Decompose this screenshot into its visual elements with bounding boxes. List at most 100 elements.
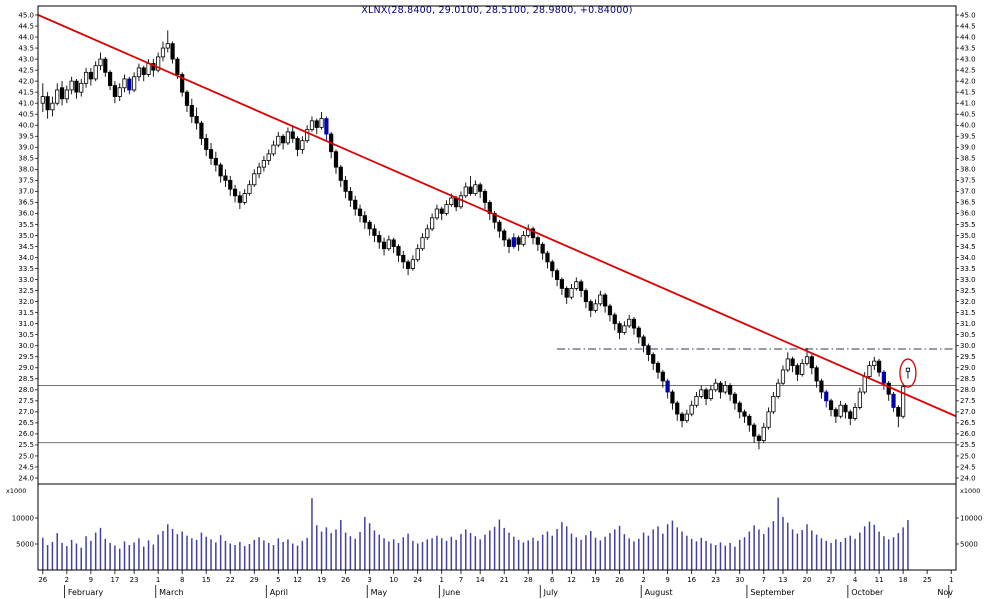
svg-text:36.5: 36.5 bbox=[18, 199, 34, 207]
svg-text:19: 19 bbox=[591, 576, 600, 584]
svg-text:26.5: 26.5 bbox=[18, 419, 34, 427]
svg-text:36.5: 36.5 bbox=[960, 199, 976, 207]
svg-text:31.0: 31.0 bbox=[960, 320, 976, 328]
svg-text:41.0: 41.0 bbox=[960, 99, 976, 107]
svg-text:27.5: 27.5 bbox=[18, 397, 34, 405]
svg-text:34.5: 34.5 bbox=[18, 243, 34, 251]
svg-text:October: October bbox=[851, 588, 884, 597]
svg-text:39.0: 39.0 bbox=[960, 144, 976, 152]
svg-text:3: 3 bbox=[367, 576, 371, 584]
chart-title: XLNX(28.8400, 29.0100, 28.5100, 28.9800,… bbox=[361, 5, 633, 16]
svg-text:25.0: 25.0 bbox=[960, 452, 976, 460]
svg-text:35.0: 35.0 bbox=[18, 232, 34, 240]
svg-text:25: 25 bbox=[923, 576, 932, 584]
svg-text:25.5: 25.5 bbox=[960, 441, 976, 449]
svg-text:29.0: 29.0 bbox=[960, 364, 976, 372]
svg-text:11: 11 bbox=[875, 576, 884, 584]
svg-text:12: 12 bbox=[293, 576, 302, 584]
svg-text:39.0: 39.0 bbox=[18, 144, 34, 152]
svg-text:30.0: 30.0 bbox=[960, 342, 976, 350]
svg-text:26.0: 26.0 bbox=[18, 430, 34, 438]
svg-text:27.0: 27.0 bbox=[18, 408, 34, 416]
svg-text:22: 22 bbox=[226, 576, 235, 584]
svg-text:40.5: 40.5 bbox=[18, 111, 34, 119]
svg-text:34.0: 34.0 bbox=[18, 254, 34, 262]
svg-text:44.5: 44.5 bbox=[18, 22, 34, 30]
svg-text:37.0: 37.0 bbox=[18, 188, 34, 196]
svg-text:32.0: 32.0 bbox=[18, 298, 34, 306]
svg-text:21: 21 bbox=[500, 576, 509, 584]
svg-text:45.0: 45.0 bbox=[18, 11, 34, 19]
svg-text:25.5: 25.5 bbox=[18, 441, 34, 449]
svg-text:June: June bbox=[442, 588, 461, 597]
svg-text:April: April bbox=[270, 588, 288, 597]
svg-text:44.0: 44.0 bbox=[960, 33, 976, 41]
svg-text:39.5: 39.5 bbox=[960, 133, 976, 141]
svg-text:40.0: 40.0 bbox=[960, 122, 976, 130]
svg-text:25.0: 25.0 bbox=[18, 452, 34, 460]
svg-text:38.0: 38.0 bbox=[960, 166, 976, 174]
svg-text:35.0: 35.0 bbox=[960, 232, 976, 240]
svg-text:28.0: 28.0 bbox=[960, 386, 976, 394]
svg-text:30.5: 30.5 bbox=[18, 331, 34, 339]
svg-text:33.0: 33.0 bbox=[18, 276, 34, 284]
svg-text:30.0: 30.0 bbox=[18, 342, 34, 350]
svg-text:28: 28 bbox=[524, 576, 533, 584]
svg-text:August: August bbox=[645, 588, 673, 597]
svg-text:30.5: 30.5 bbox=[960, 331, 976, 339]
candlesticks bbox=[40, 30, 911, 450]
svg-text:42.0: 42.0 bbox=[960, 77, 976, 85]
svg-text:2: 2 bbox=[641, 576, 645, 584]
breakout-circle-annotation bbox=[899, 358, 917, 388]
svg-text:27.5: 27.5 bbox=[960, 397, 976, 405]
downtrend-line bbox=[38, 13, 956, 418]
svg-text:15: 15 bbox=[202, 576, 211, 584]
svg-text:37.5: 37.5 bbox=[960, 177, 976, 185]
svg-text:9: 9 bbox=[665, 576, 669, 584]
svg-text:19: 19 bbox=[317, 576, 326, 584]
svg-text:32.5: 32.5 bbox=[960, 287, 976, 295]
volume-bars bbox=[42, 497, 909, 570]
svg-text:43.5: 43.5 bbox=[960, 44, 976, 52]
svg-text:1: 1 bbox=[949, 576, 953, 584]
svg-text:Nov: Nov bbox=[937, 588, 953, 597]
svg-text:2: 2 bbox=[65, 576, 69, 584]
svg-text:7: 7 bbox=[459, 576, 463, 584]
svg-text:41.5: 41.5 bbox=[960, 88, 976, 96]
svg-text:23: 23 bbox=[130, 576, 139, 584]
svg-text:28.5: 28.5 bbox=[960, 375, 976, 383]
svg-text:29.0: 29.0 bbox=[18, 364, 34, 372]
svg-text:30: 30 bbox=[735, 576, 744, 584]
svg-text:10: 10 bbox=[389, 576, 398, 584]
svg-text:4: 4 bbox=[853, 576, 858, 584]
svg-text:8: 8 bbox=[180, 576, 184, 584]
svg-text:33.0: 33.0 bbox=[960, 276, 976, 284]
svg-text:35.5: 35.5 bbox=[960, 221, 976, 229]
axes bbox=[35, 5, 959, 598]
svg-text:24.5: 24.5 bbox=[18, 463, 34, 471]
svg-text:July: July bbox=[543, 588, 559, 597]
svg-text:42.0: 42.0 bbox=[18, 77, 34, 85]
svg-text:45.0: 45.0 bbox=[960, 11, 976, 19]
svg-text:37.0: 37.0 bbox=[960, 188, 976, 196]
svg-text:33.5: 33.5 bbox=[18, 265, 34, 273]
svg-text:March: March bbox=[159, 588, 183, 597]
svg-text:29.5: 29.5 bbox=[18, 353, 34, 361]
svg-text:x1000: x1000 bbox=[960, 487, 980, 495]
svg-text:44.0: 44.0 bbox=[18, 33, 34, 41]
svg-text:36.0: 36.0 bbox=[18, 210, 34, 218]
svg-text:40.0: 40.0 bbox=[18, 122, 34, 130]
svg-text:41.5: 41.5 bbox=[18, 88, 34, 96]
svg-text:35.5: 35.5 bbox=[18, 221, 34, 229]
svg-text:6: 6 bbox=[550, 576, 555, 584]
svg-text:36.0: 36.0 bbox=[960, 210, 976, 218]
svg-text:1: 1 bbox=[156, 576, 160, 584]
svg-text:28.0: 28.0 bbox=[18, 386, 34, 394]
svg-text:31.5: 31.5 bbox=[18, 309, 34, 317]
svg-text:40.5: 40.5 bbox=[960, 111, 976, 119]
svg-text:37.5: 37.5 bbox=[18, 177, 34, 185]
svg-text:x1000: x1000 bbox=[6, 487, 26, 495]
svg-text:12: 12 bbox=[567, 576, 576, 584]
